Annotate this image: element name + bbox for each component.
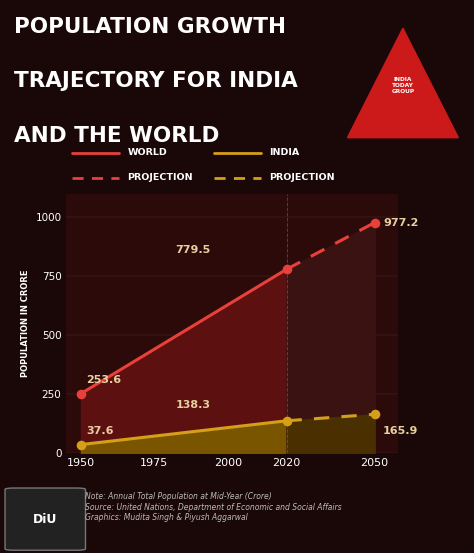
Point xyxy=(283,265,291,274)
Text: WORLD: WORLD xyxy=(128,148,167,158)
Text: 977.2: 977.2 xyxy=(383,217,419,228)
Y-axis label: POPULATION IN CRORE: POPULATION IN CRORE xyxy=(21,270,30,377)
Text: Note: Annual Total Population at Mid-Year (Crore)
Source: United Nations, Depart: Note: Annual Total Population at Mid-Yea… xyxy=(85,492,342,522)
Polygon shape xyxy=(347,28,458,138)
Text: PROJECTION: PROJECTION xyxy=(128,173,193,182)
FancyBboxPatch shape xyxy=(5,488,85,550)
Text: INDIA: INDIA xyxy=(270,148,300,158)
Text: AND THE WORLD: AND THE WORLD xyxy=(14,126,219,145)
Text: 253.6: 253.6 xyxy=(87,375,122,385)
Text: INDIA
TODAY
GROUP: INDIA TODAY GROUP xyxy=(392,77,414,94)
Text: PROJECTION: PROJECTION xyxy=(270,173,335,182)
Text: TRAJECTORY FOR INDIA: TRAJECTORY FOR INDIA xyxy=(14,71,298,91)
Point xyxy=(371,410,378,419)
Text: 165.9: 165.9 xyxy=(383,426,419,436)
Text: POPULATION GROWTH: POPULATION GROWTH xyxy=(14,17,286,36)
Text: 37.6: 37.6 xyxy=(87,426,114,436)
Point xyxy=(77,389,85,398)
Point xyxy=(283,416,291,425)
Point xyxy=(371,218,378,227)
Text: 138.3: 138.3 xyxy=(175,400,210,410)
Point xyxy=(77,440,85,449)
Text: DiU: DiU xyxy=(33,513,58,526)
Text: 779.5: 779.5 xyxy=(175,246,210,255)
